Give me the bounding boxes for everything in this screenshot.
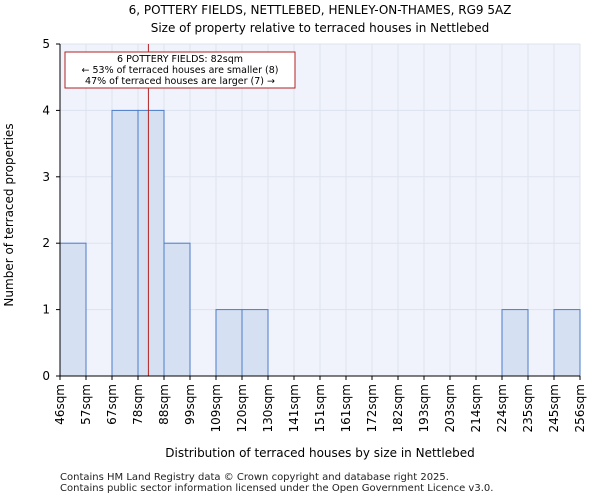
y-axis-label: Number of terraced properties xyxy=(2,123,16,306)
x-tick-label: 214sqm xyxy=(469,384,483,432)
bar-67sqm xyxy=(111,109,139,377)
bars xyxy=(59,109,581,377)
y-axis-ticks: 0 1 2 3 4 5 xyxy=(42,37,60,383)
x-tick-label: 235sqm xyxy=(521,384,535,432)
chart-subtitle: Size of property relative to terraced ho… xyxy=(151,21,490,35)
chart: 6, POTTERY FIELDS, NETTLEBED, HENLEY-ON-… xyxy=(2,3,587,460)
x-tick-label: 46sqm xyxy=(53,384,67,425)
x-tick-label: 130sqm xyxy=(261,384,275,432)
y-tick-label: 5 xyxy=(42,37,50,51)
y-tick-label: 2 xyxy=(42,236,50,250)
x-axis-ticks: 46sqm 57sqm 67sqm 78sqm 88sqm 99sqm 109sqm 120s… xyxy=(53,376,587,432)
annotation-frame xyxy=(64,51,296,89)
y-tick-label: 3 xyxy=(42,170,50,184)
annotation-line-3: 47% of terraced houses are larger (7) → xyxy=(85,76,275,87)
x-tick-label: 78sqm xyxy=(131,384,145,425)
x-tick-label: 151sqm xyxy=(313,384,327,432)
annotation-box: 6 POTTERY FIELDS: 82sqm ← 53% of terrace… xyxy=(64,51,296,89)
annotation-line-2: ← 53% of terraced houses are smaller (8) xyxy=(82,65,279,76)
bar-88sqm xyxy=(163,242,191,377)
x-tick-label: 120sqm xyxy=(235,384,249,432)
x-tick-label: 141sqm xyxy=(287,384,301,432)
bar-109sqm xyxy=(215,309,243,377)
x-tick-label: 161sqm xyxy=(339,384,353,432)
x-tick-label: 245sqm xyxy=(547,384,561,432)
x-tick-label: 99sqm xyxy=(183,384,197,425)
y-tick-label: 0 xyxy=(42,369,50,383)
footer-licence: Contains public sector information licen… xyxy=(60,483,494,494)
bar-245sqm xyxy=(553,309,581,377)
annotation-line-1: 6 POTTERY FIELDS: 82sqm xyxy=(117,54,243,65)
x-tick-label: 182sqm xyxy=(391,384,405,432)
x-tick-label: 203sqm xyxy=(443,384,457,432)
chart-title: 6, POTTERY FIELDS, NETTLEBED, HENLEY-ON-… xyxy=(129,3,512,17)
x-tick-label: 67sqm xyxy=(105,384,119,425)
footer-copyright: Contains HM Land Registry data © Crown c… xyxy=(60,472,449,483)
bar-224sqm xyxy=(501,309,529,377)
x-tick-label: 172sqm xyxy=(365,384,379,432)
x-tick-label: 256sqm xyxy=(573,384,587,432)
bar-120sqm xyxy=(241,309,269,377)
x-tick-label: 88sqm xyxy=(157,384,171,425)
x-tick-label: 193sqm xyxy=(417,384,431,432)
y-tick-label: 1 xyxy=(42,303,50,317)
y-tick-label: 4 xyxy=(42,103,50,117)
x-tick-label: 224sqm xyxy=(495,384,509,432)
x-tick-label: 57sqm xyxy=(79,384,93,425)
bar-78sqm xyxy=(137,109,165,377)
x-axis-label: Distribution of terraced houses by size … xyxy=(165,446,474,460)
bar-46sqm xyxy=(59,242,87,377)
x-tick-label: 109sqm xyxy=(209,384,223,432)
